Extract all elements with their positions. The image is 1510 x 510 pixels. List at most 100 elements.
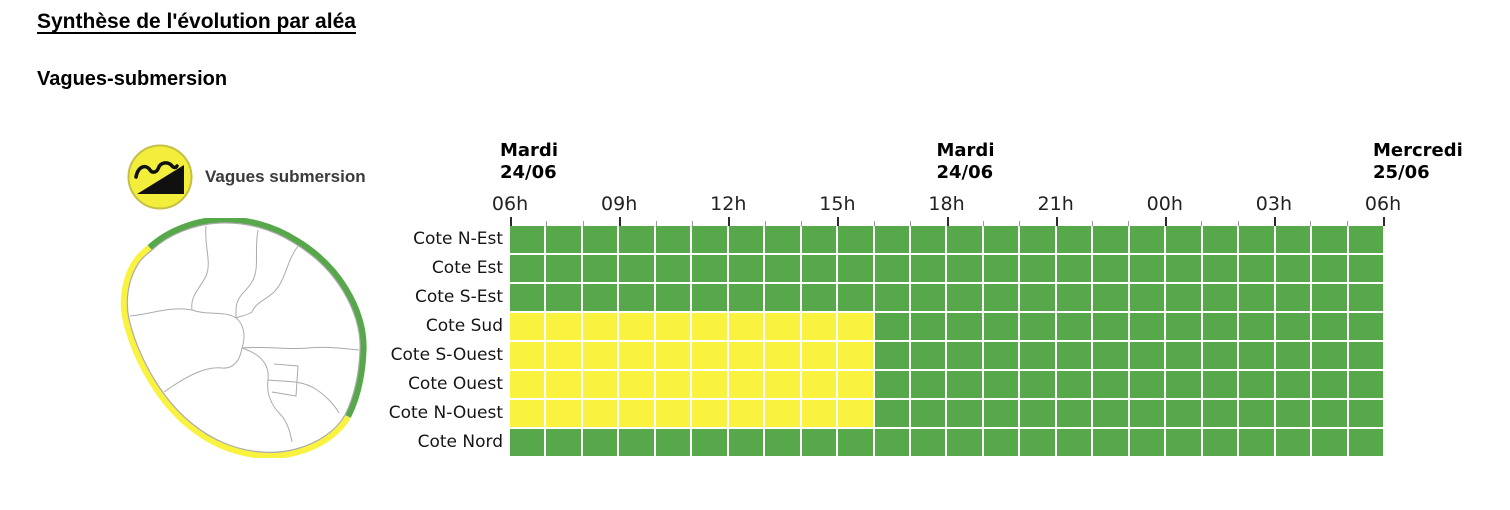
vigilance-cell-green xyxy=(1275,342,1311,369)
vigilance-cell-green xyxy=(1348,342,1383,369)
vigilance-cell-green xyxy=(801,226,837,253)
minor-tick xyxy=(873,221,875,226)
vigilance-cell-green xyxy=(1275,284,1311,311)
hazard-label: Vagues submersion xyxy=(205,167,366,186)
vigilance-cell-yellow xyxy=(838,342,873,369)
vigilance-cell-green xyxy=(1020,284,1055,311)
vigilance-cell-yellow xyxy=(728,342,764,369)
vigilance-cell-green xyxy=(655,226,691,253)
vigilance-cell-green xyxy=(1275,313,1311,340)
vigilance-cell-green xyxy=(801,255,837,282)
vigilance-cell-green xyxy=(983,313,1019,340)
vigilance-cell-green xyxy=(1093,255,1128,282)
vigilance-cell-yellow xyxy=(510,313,545,340)
vigilance-cell-green xyxy=(692,284,727,311)
vigilance-cell-green xyxy=(582,429,618,456)
vigilance-cell-green xyxy=(582,226,618,253)
grid-row: Cote Sud xyxy=(0,313,1383,340)
vigilance-cell-green xyxy=(1129,284,1165,311)
vigilance-cell-green xyxy=(874,226,910,253)
major-tick xyxy=(728,217,731,226)
minor-tick xyxy=(1092,221,1093,226)
vigilance-cell-yellow xyxy=(655,313,691,340)
vigilance-cell-yellow xyxy=(655,400,691,427)
vigilance-cell-yellow xyxy=(619,313,654,340)
vigilance-cell-green xyxy=(1020,226,1055,253)
vigilance-cell-green xyxy=(1202,371,1238,398)
vigilance-cell-yellow xyxy=(765,342,800,369)
vigilance-cell-green xyxy=(838,255,873,282)
vigilance-cell-green xyxy=(947,226,982,253)
vigilance-cell-yellow xyxy=(728,313,764,340)
vigilance-cell-green xyxy=(874,429,910,456)
vigilance-cell-yellow xyxy=(692,342,727,369)
vigilance-cell-green xyxy=(1093,429,1128,456)
day-header: Mardi 24/06 xyxy=(936,140,995,183)
major-tick xyxy=(1164,217,1167,226)
vigilance-cell-green xyxy=(582,284,618,311)
vigilance-cell-green xyxy=(1202,313,1238,340)
vigilance-cell-green xyxy=(728,226,764,253)
vigilance-cell-green xyxy=(801,284,837,311)
minor-tick xyxy=(546,221,548,226)
vigilance-cell-green xyxy=(983,226,1019,253)
vigilance-cell-yellow xyxy=(619,342,654,369)
vigilance-cell-green xyxy=(1202,400,1238,427)
vigilance-cell-green xyxy=(1020,371,1055,398)
vigilance-cell-green xyxy=(874,255,910,282)
vigilance-cell-green xyxy=(546,429,581,456)
vigilance-cell-green xyxy=(655,255,691,282)
vigilance-cell-yellow xyxy=(692,371,727,398)
vigilance-cell-green xyxy=(1239,284,1274,311)
hour-tick-label: 06h xyxy=(491,193,529,215)
vigilance-cell-green xyxy=(765,226,800,253)
vigilance-cell-yellow xyxy=(692,313,727,340)
map-commune-borders xyxy=(129,225,360,443)
vigilance-cell-yellow xyxy=(765,313,800,340)
vigilance-cell-green xyxy=(1020,342,1055,369)
vigilance-cell-green xyxy=(1129,371,1165,398)
vigilance-cell-green xyxy=(1202,284,1238,311)
vigilance-cell-green xyxy=(728,255,764,282)
vigilance-cell-green xyxy=(1275,226,1311,253)
vigilance-cell-yellow xyxy=(765,400,800,427)
vigilance-cell-green xyxy=(1129,400,1165,427)
major-tick xyxy=(1383,217,1385,226)
vigilance-cell-green xyxy=(1239,400,1274,427)
reunion-coast-map xyxy=(120,218,367,458)
hour-tick-label: 06h xyxy=(1364,193,1402,215)
vigilance-cell-green xyxy=(911,255,946,282)
vigilance-cell-green xyxy=(1166,371,1201,398)
vigilance-cell-green xyxy=(1202,342,1238,369)
minor-tick xyxy=(1310,221,1312,226)
vigilance-cell-green xyxy=(1239,429,1274,456)
vigilance-cell-green xyxy=(546,255,581,282)
vigilance-cell-yellow xyxy=(765,371,800,398)
vigilance-cell-yellow xyxy=(582,342,618,369)
vigilance-cell-green xyxy=(692,429,727,456)
major-tick xyxy=(946,217,949,226)
coast-row-label: Cote Nord xyxy=(417,432,503,452)
vigilance-cell-green xyxy=(947,313,982,340)
vigilance-cell-green xyxy=(911,371,946,398)
hour-tick-label: 18h xyxy=(928,193,965,215)
vigilance-cell-yellow xyxy=(582,400,618,427)
vigilance-cell-yellow xyxy=(619,400,654,427)
hour-tick-label: 09h xyxy=(601,193,638,215)
vigilance-cell-green xyxy=(874,342,910,369)
minor-tick xyxy=(910,221,912,226)
vigilance-cell-green xyxy=(1348,371,1383,398)
minor-tick xyxy=(982,221,984,226)
vigilance-cell-green xyxy=(546,284,581,311)
vigilance-cell-green xyxy=(728,284,764,311)
vigilance-cell-green xyxy=(619,284,654,311)
vigilance-cell-green xyxy=(1239,226,1274,253)
timeline-header: Mardi 24/06 Mardi 24/06 Mercredi 25/06 06h 09h… xyxy=(492,140,1463,227)
vigilance-cell-yellow xyxy=(655,342,691,369)
vigilance-cell-yellow xyxy=(692,400,727,427)
major-tick xyxy=(619,217,622,226)
vigilance-cell-green xyxy=(619,226,654,253)
vigilance-cell-green xyxy=(1093,400,1128,427)
vigilance-cell-yellow xyxy=(801,342,837,369)
minor-tick xyxy=(1237,221,1239,226)
